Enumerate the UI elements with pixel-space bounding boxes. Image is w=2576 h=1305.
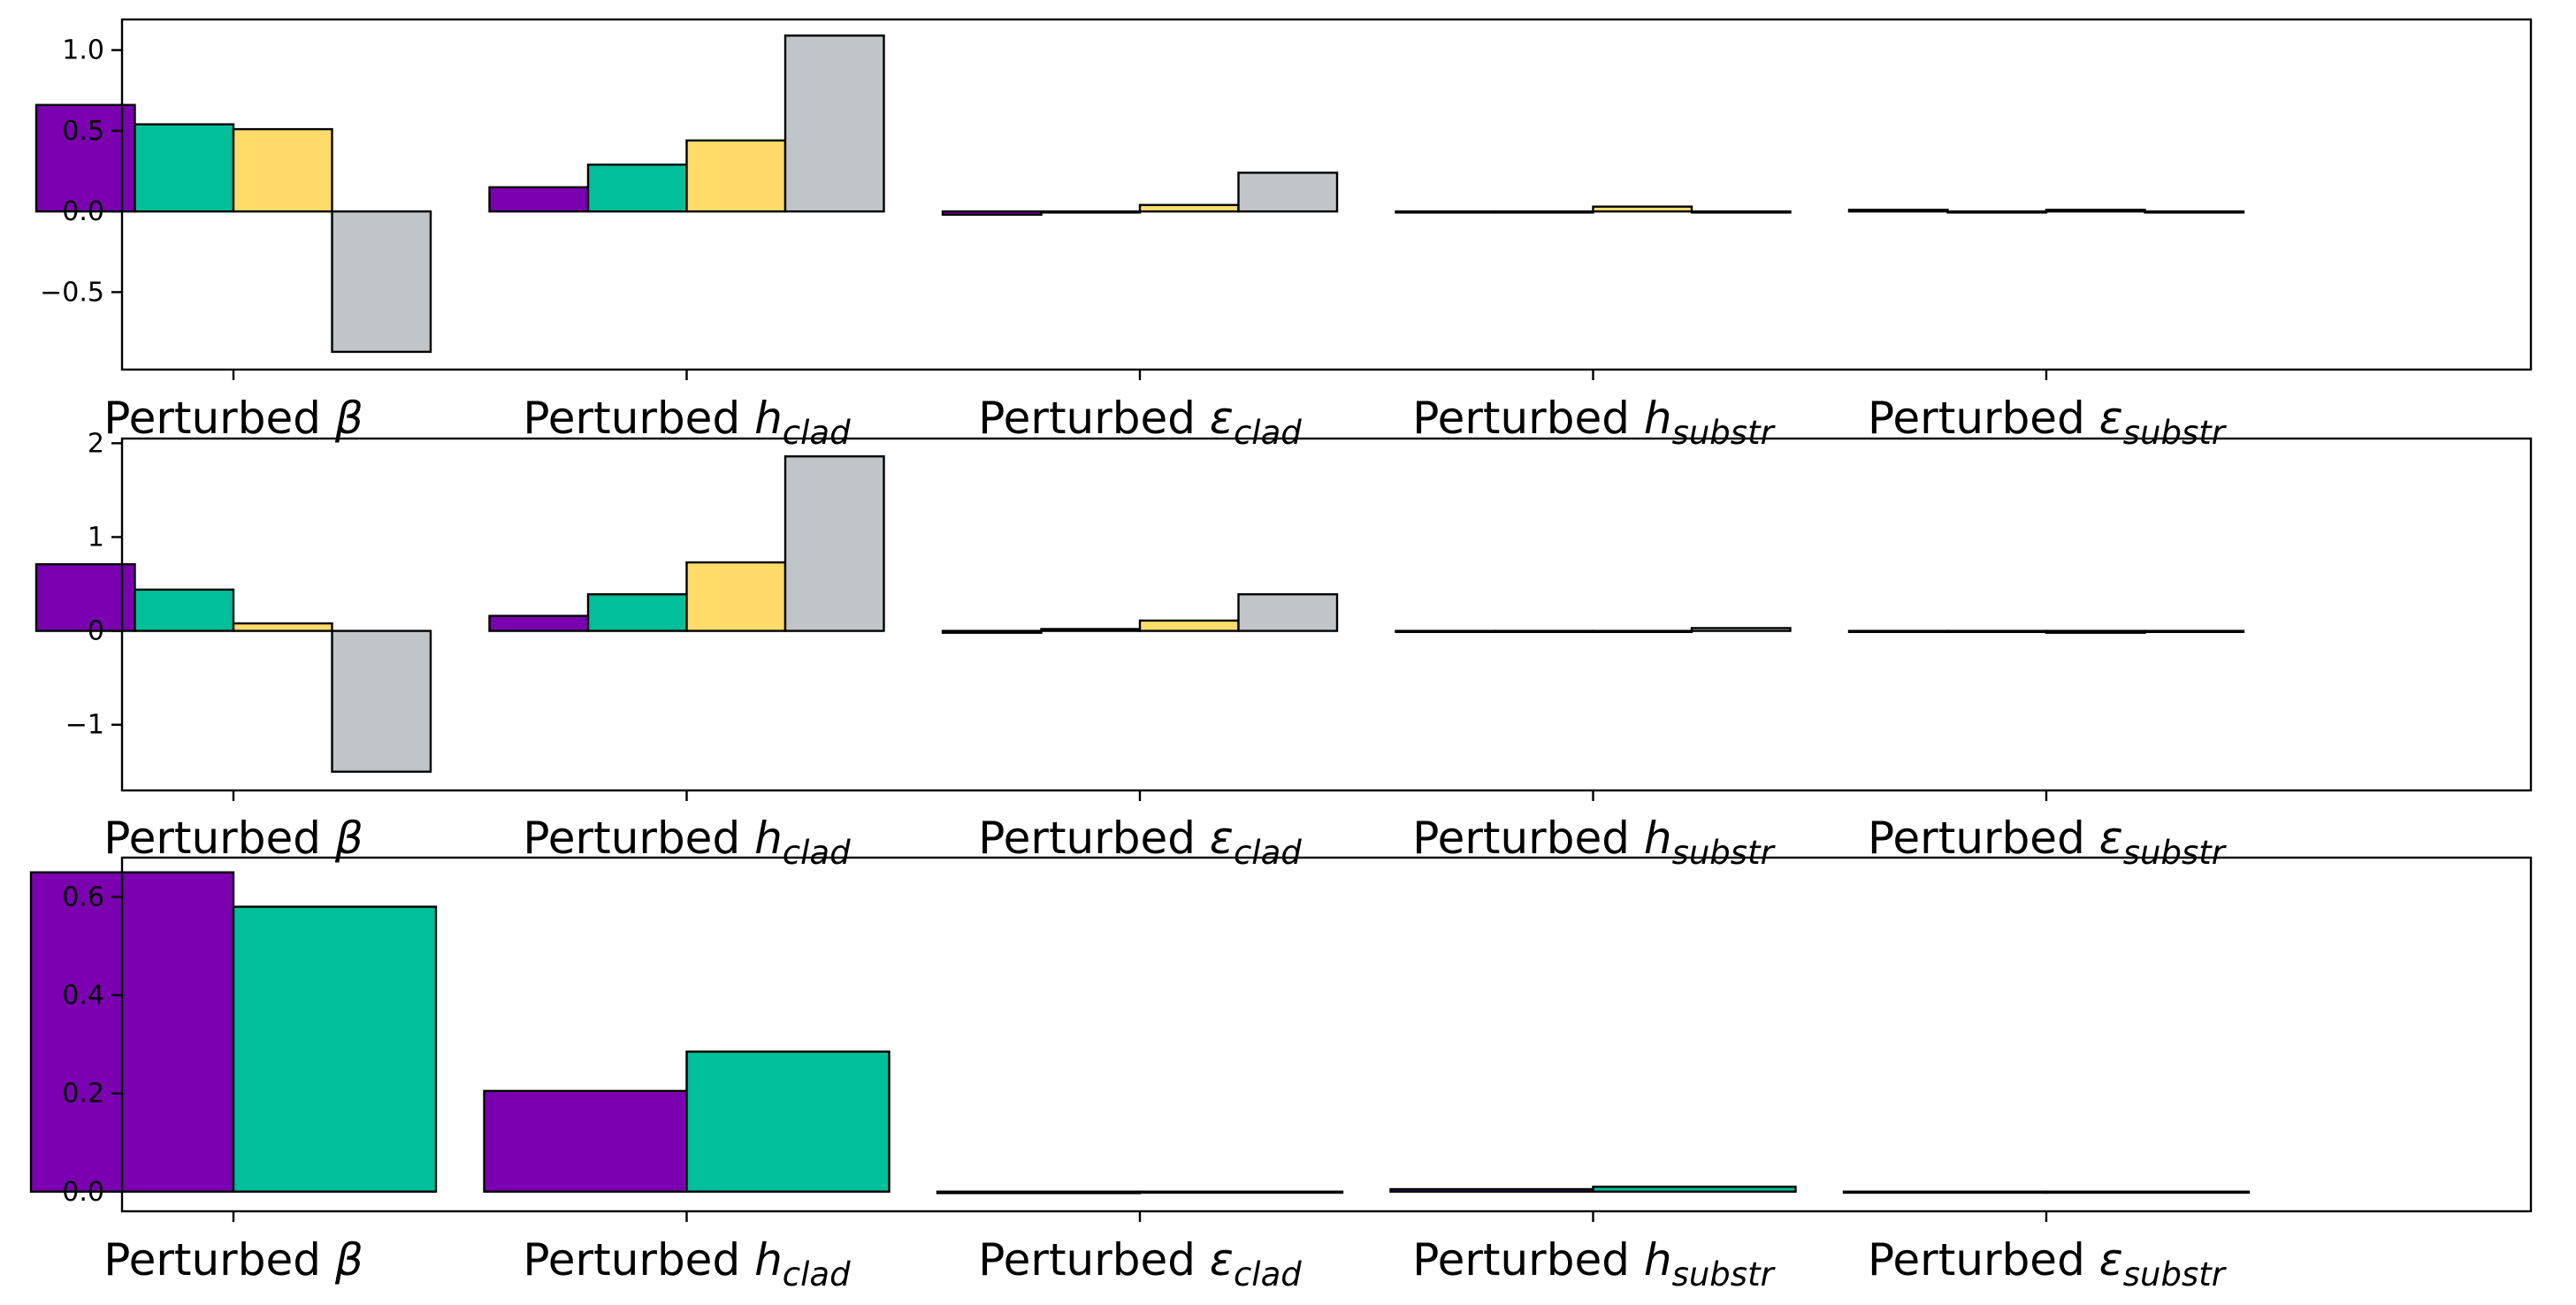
- y-tick-label: 0.0: [62, 1177, 104, 1208]
- bar-p3-s2-c3: [1138, 1190, 1344, 1194]
- x-category-label: Perturbed β: [103, 1234, 363, 1286]
- bar-p3-s1-c2: [483, 1089, 688, 1193]
- axes-frame: [120, 18, 2533, 371]
- bar-p2-s2-c2: [586, 592, 688, 632]
- bar-p1-s3-c4: [1592, 205, 1693, 213]
- bar-p3-s2-c2: [685, 1050, 891, 1193]
- bar-p2-s3-c2: [685, 561, 787, 632]
- bar-p2-s2-c5: [1946, 630, 2048, 633]
- bar-p2-s3-c4: [1592, 630, 1693, 633]
- x-category-label: Perturbed hsubstr: [1412, 1234, 1776, 1294]
- y-tick-label: −1: [65, 710, 104, 741]
- bar-p2-s2-c3: [1040, 628, 1142, 632]
- bar-p1-s2-c3: [1040, 210, 1142, 214]
- y-tick-label: 0.4: [62, 981, 104, 1011]
- bar-p1-s4-c2: [784, 34, 885, 213]
- bar-p3-s2-c1: [232, 905, 438, 1193]
- bar-p1-s1-c5: [1847, 209, 1949, 213]
- bar-p2-s1-c4: [1395, 630, 1496, 633]
- x-category-label: Perturbed β: [103, 813, 363, 864]
- bar-p2-s1-c5: [1847, 630, 1949, 633]
- y-tick-label: 0: [88, 616, 104, 647]
- bar-p2-s4-c3: [1237, 592, 1339, 632]
- y-tick-label: 0.6: [62, 881, 104, 912]
- axes-frame: [120, 437, 2533, 792]
- x-category-label: Perturbed hsubstr: [1412, 813, 1776, 872]
- bar-p2-s3-c1: [232, 622, 333, 632]
- bar-p1-s1-c3: [941, 210, 1043, 217]
- bar-p1-s3-c5: [2045, 209, 2146, 213]
- bar-p1-s3-c1: [232, 127, 333, 213]
- bar-p3-s1-c1: [29, 871, 235, 1193]
- bar-p1-s1-c4: [1395, 210, 1496, 214]
- x-category-label: Perturbed εclad: [978, 1234, 1302, 1294]
- bar-p3-s2-c5: [2045, 1190, 2251, 1194]
- x-category-label: Perturbed εsubstr: [1868, 1234, 2228, 1294]
- y-tick-label: 0.0: [62, 196, 104, 227]
- bar-p1-s2-c1: [134, 123, 235, 213]
- bar-p3-s1-c4: [1389, 1187, 1594, 1193]
- x-category-label: Perturbed εsubstr: [1868, 393, 2228, 452]
- chart-panel-2: −1 0 1 2 Perturbed β Perturbed hclad Perturbed…: [34, 428, 2533, 872]
- x-category-label: Perturbed hsubstr: [1412, 393, 1776, 452]
- bar-p1-s4-c4: [1690, 210, 1792, 214]
- x-category-label: Perturbed εsubstr: [1868, 813, 2228, 872]
- bar-p2-s2-c1: [134, 588, 235, 632]
- bar-p2-s4-c2: [784, 454, 885, 632]
- bar-p1-s2-c5: [1946, 210, 2048, 214]
- bar-p1-s2-c2: [586, 164, 688, 213]
- bar-p2-s1-c2: [488, 614, 590, 632]
- bar-p2-s4-c5: [2144, 630, 2245, 633]
- axes-frame: [120, 856, 2533, 1213]
- bar-p1-s3-c3: [1138, 203, 1240, 213]
- x-category-label: Perturbed hclad: [523, 813, 851, 872]
- bar-p1-s3-c2: [685, 139, 787, 213]
- chart-panel-1: −0.5 0.0 0.5 1.0 Perturbed β Perturbed hclad P…: [34, 18, 2533, 452]
- bar-p1-s4-c3: [1237, 172, 1339, 213]
- x-category-label: Perturbed hclad: [523, 393, 851, 452]
- y-tick-label: 0.5: [62, 116, 104, 147]
- bar-p3-s1-c3: [936, 1190, 1142, 1194]
- bar-p2-s4-c4: [1690, 627, 1792, 632]
- bar-p1-s1-c2: [488, 186, 590, 213]
- x-category-label: Perturbed β: [103, 393, 363, 444]
- bar-p2-s1-c3: [941, 630, 1043, 634]
- chart-panel-3: 0.0 0.2 0.4 0.6 Perturbed β Perturbed hclad Pe…: [29, 856, 2533, 1294]
- bar-p1-s2-c4: [1493, 210, 1594, 214]
- y-tick-label: 1.0: [62, 35, 104, 66]
- x-category-label: Perturbed εclad: [978, 393, 1302, 452]
- y-tick-label: −0.5: [40, 277, 104, 308]
- bar-p3-s1-c5: [1842, 1190, 2048, 1194]
- bar-p1-s1-c1: [34, 103, 136, 213]
- bar-p2-s3-c5: [2045, 630, 2146, 634]
- x-category-label: Perturbed hclad: [523, 1234, 851, 1294]
- bar-p2-s3-c3: [1138, 619, 1240, 632]
- bar-p2-s4-c1: [331, 630, 432, 773]
- x-category-label: Perturbed εclad: [978, 813, 1302, 872]
- y-tick-label: 0.2: [62, 1079, 104, 1110]
- bar-p1-s4-c1: [331, 210, 432, 354]
- bar-p3-s2-c4: [1592, 1186, 1797, 1193]
- bar-p2-s2-c4: [1493, 630, 1594, 633]
- y-tick-label: 1: [88, 522, 104, 553]
- y-tick-label: 2: [88, 428, 104, 459]
- bar-p2-s1-c1: [34, 563, 136, 632]
- bar-p1-s4-c5: [2144, 210, 2245, 214]
